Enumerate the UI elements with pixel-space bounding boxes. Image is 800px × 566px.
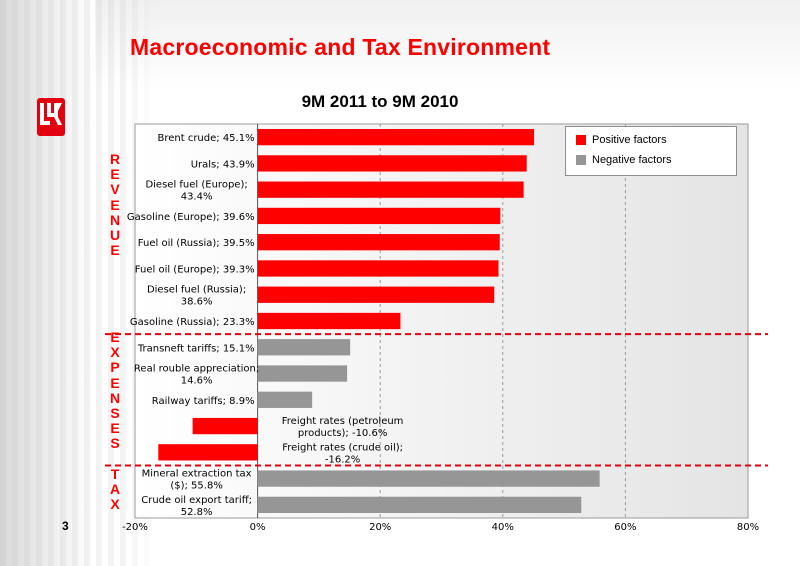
bar-11 [257,391,313,408]
bar-6 [257,260,499,277]
bar-label-line: Brent crude; 45.1% [157,133,254,144]
bar-label-line: 38.6% [181,297,213,308]
bar-label: Fuel oil (Russia); 39.5% [138,238,255,249]
bar-5 [257,234,500,251]
bar-label-line: ($); 55.8% [170,481,222,492]
section-letter: U [109,227,121,244]
legend-item-positive: Positive factors [576,134,667,146]
legend-item-negative: Negative factors [576,154,671,166]
section-letter: X [110,496,120,513]
x-tick-label: 0% [250,522,266,533]
left-band [0,0,95,566]
section-letter: E [110,196,120,213]
bar-label: Freight rates (crude oil); -16.2% [282,442,403,465]
bar-label: Gasoline (Russia); 23.3% [130,317,255,328]
section-letter: N [109,389,121,406]
bar-label-line: 52.8% [181,507,213,518]
bar-label: Gasoline (Europe); 39.6% [127,212,255,223]
bar-label: Railway tariffs; 8.9% [152,396,255,407]
section-letter: E [110,242,120,259]
bar-4 [257,207,501,225]
section-letter: E [110,166,120,183]
bar-8 [257,312,401,330]
bar-label-line: Fuel oil (Europe); 39.3% [135,264,255,275]
bar-label-line: Real rouble appreciation; [134,364,259,375]
bar-label-line: Transneft tariffs; 15.1% [137,343,255,354]
bar-label-line: Freight rates (petroleum [282,416,404,427]
section-letter: E [110,374,120,391]
x-tick-label: -20% [122,522,148,533]
bar-label-line: 43.4% [181,192,213,203]
header-band [0,0,800,90]
bar-label: Diesel fuel (Russia); 38.6% [147,285,246,308]
section-letter: E [110,329,120,345]
x-tick-label: 80% [737,522,759,533]
bar-9 [257,339,351,356]
page-number: 3 [62,519,69,533]
bar-12 [192,417,258,435]
section-letter: E [110,420,120,437]
chart-title: 9M 2011 to 9M 2010 [301,92,459,111]
bar-label-line: Freight rates (crude oil); [282,442,403,453]
legend-label-negative: Negative factors [592,154,672,166]
bar-label-line: 14.6% [181,376,213,387]
bar-15 [257,496,582,514]
x-tick-label: 20% [369,522,391,533]
legend-swatch-negative [576,155,586,165]
bar-label: Mineral extraction tax ($); 55.8% [142,469,252,492]
bar-label: Transneft tariffs; 15.1% [137,343,255,354]
bar-10 [257,365,348,382]
bar-label: Brent crude; 45.1% [157,133,254,144]
bar-label: Fuel oil (Europe); 39.3% [135,264,255,275]
bar-7 [257,286,495,303]
bar-label: Urals; 43.9% [191,159,255,170]
section-letter: X [110,344,120,361]
bar-label-line: products); -10.6% [298,428,388,439]
bar-label-line: Fuel oil (Russia); 39.5% [138,238,255,249]
bar-label-line: Crude oil export tariff; [141,495,252,506]
bar-13 [158,444,258,461]
section-letter: S [110,405,120,422]
company-logo [37,98,65,136]
bar-2 [257,155,527,172]
legend-swatch-positive [576,135,586,145]
bar-14 [257,470,600,487]
bar-label-line: Mineral extraction tax [142,469,252,480]
bar-label-line: Urals; 43.9% [191,159,255,170]
chart-legend: Positive factors Negative factors [565,126,737,176]
legend-label-positive: Positive factors [592,134,667,146]
bar-label-line: Railway tariffs; 8.9% [152,396,255,407]
bar-label-line: Gasoline (Russia); 23.3% [130,317,255,328]
bar-1 [257,128,535,146]
bar-label: Real rouble appreciation; 14.6% [134,364,259,387]
bar-label: Crude oil export tariff; 52.8% [141,495,252,518]
bar-label: Diesel fuel (Europe); 43.4% [145,180,247,203]
section-letter: T [110,466,120,482]
bar-label: Freight rates (petroleum products); -10.6… [282,416,404,439]
bar-label-line: -16.2% [325,454,360,465]
x-tick-label: 60% [614,522,636,533]
section-letter: S [110,435,120,452]
section-letter: R [109,151,121,167]
section-letter: A [109,481,121,498]
bar-label-line: Diesel fuel (Russia); [147,285,246,296]
x-tick-label: 40% [492,522,514,533]
bar-label-line: Diesel fuel (Europe); [145,180,247,191]
section-letter: P [110,359,120,376]
section-letter: N [109,211,121,228]
bar-label-line: Gasoline (Europe); 39.6% [127,212,255,223]
bar-3 [257,181,524,198]
slide-title: Macroeconomic and Tax Environment [130,34,551,60]
section-letter: V [110,181,120,198]
